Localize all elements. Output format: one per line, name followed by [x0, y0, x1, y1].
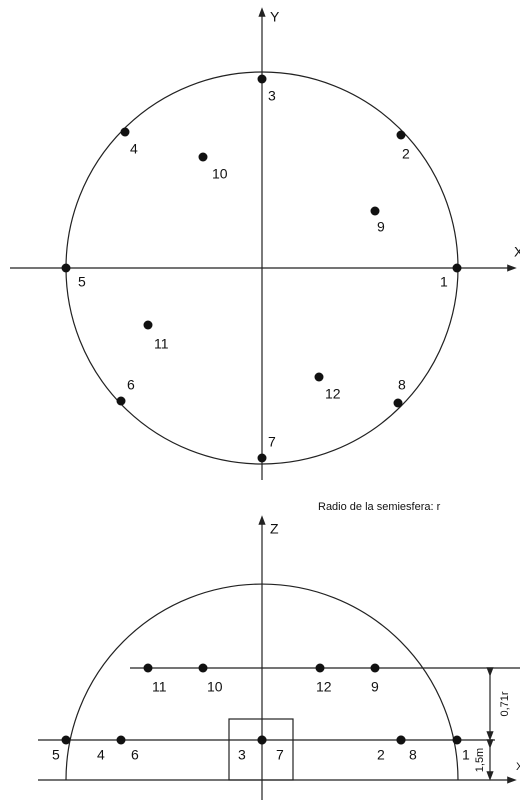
- point: [257, 453, 267, 463]
- point: [314, 372, 324, 382]
- point-label: 2: [377, 747, 385, 763]
- point-label: 6: [131, 747, 139, 763]
- point-label: 11: [152, 679, 167, 695]
- point-label: 7: [276, 747, 284, 763]
- point: [315, 663, 325, 673]
- point-label: 8: [409, 747, 417, 763]
- point: [61, 263, 71, 273]
- axis-label: Z: [270, 521, 279, 537]
- point: [198, 663, 208, 673]
- point-label: 12: [325, 386, 341, 402]
- point: [257, 735, 267, 745]
- point: [198, 152, 208, 162]
- point-label: 1: [440, 274, 448, 290]
- point: [370, 663, 380, 673]
- point-label: 1: [462, 747, 470, 763]
- point-label: 5: [52, 747, 60, 763]
- point: [396, 735, 406, 745]
- point: [116, 735, 126, 745]
- caption: Radio de la semiesfera: r: [318, 501, 441, 513]
- point: [452, 735, 462, 745]
- point: [120, 127, 130, 137]
- point-label: 10: [207, 679, 223, 695]
- point: [370, 206, 380, 216]
- point-label: 11: [154, 336, 169, 352]
- point-label: 10: [212, 166, 228, 182]
- point-label: 3: [268, 88, 276, 104]
- point-label: 12: [316, 679, 332, 695]
- point-label: 3: [238, 747, 246, 763]
- point: [396, 130, 406, 140]
- point: [393, 398, 403, 408]
- point-label: 9: [377, 219, 385, 235]
- box: [228, 718, 294, 781]
- point: [116, 396, 126, 406]
- point-label: 9: [371, 679, 379, 695]
- point-label: 4: [130, 141, 138, 157]
- point-label: 4: [97, 747, 105, 763]
- point-label: 5: [78, 274, 86, 290]
- point-label: 6: [127, 377, 135, 393]
- point: [143, 663, 153, 673]
- point: [61, 735, 71, 745]
- point: [257, 74, 267, 84]
- point-label: 8: [398, 377, 406, 393]
- point-label: 7: [268, 434, 276, 450]
- dimension-label: 0,71r: [499, 691, 511, 716]
- point: [143, 320, 153, 330]
- axis-label: Y: [270, 9, 280, 25]
- point-label: 2: [402, 146, 410, 162]
- axis-label: X: [516, 761, 520, 773]
- point: [452, 263, 462, 273]
- dimension-label: 1,5m: [474, 748, 486, 772]
- axis-label: X: [514, 244, 520, 260]
